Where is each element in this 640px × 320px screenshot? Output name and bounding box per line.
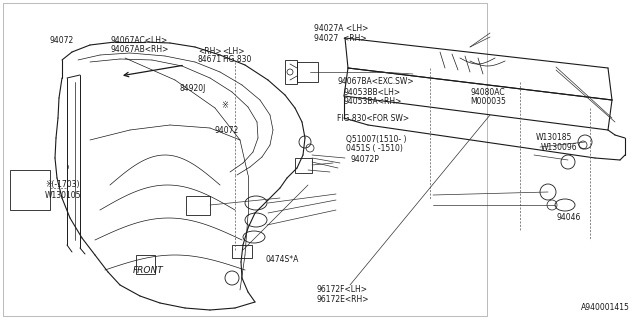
Text: 94067AB<RH>: 94067AB<RH> [110,45,168,54]
Text: ※(-1703): ※(-1703) [45,180,79,189]
Text: W130185: W130185 [536,133,572,142]
Text: 0474S*A: 0474S*A [266,255,299,264]
Text: 94053BB<LH>: 94053BB<LH> [344,88,401,97]
Text: W130105: W130105 [45,191,81,200]
Text: <LH>: <LH> [223,47,245,56]
Text: Q51007(1510- ): Q51007(1510- ) [346,135,406,144]
Text: FRONT: FRONT [133,266,164,275]
Text: 0451S ( -1510): 0451S ( -1510) [346,144,403,153]
Text: 94080AC: 94080AC [470,88,505,97]
Text: 94053BA<RH>: 94053BA<RH> [344,97,402,106]
Text: 94067BA<EXC.SW>: 94067BA<EXC.SW> [337,77,414,86]
Text: 94046: 94046 [557,213,581,222]
Text: 94072P: 94072P [351,155,380,164]
Text: ※: ※ [221,100,228,109]
Text: 94027  <RH>: 94027 <RH> [314,34,366,43]
Text: 94027A <LH>: 94027A <LH> [314,24,368,33]
Text: 84671: 84671 [197,55,221,64]
Text: 96172E<RH>: 96172E<RH> [317,295,369,304]
Text: 94072: 94072 [50,36,74,45]
Text: FIG.830<FOR SW>: FIG.830<FOR SW> [337,114,410,123]
Text: FIG.830: FIG.830 [223,55,252,64]
Text: M000035: M000035 [470,97,506,106]
Text: 96172F<LH>: 96172F<LH> [317,285,368,294]
Text: 94067AC<LH>: 94067AC<LH> [110,36,167,45]
Text: 94072: 94072 [214,126,239,135]
Text: W130096: W130096 [541,143,577,152]
Text: <RH>: <RH> [198,47,222,56]
Text: A940001415: A940001415 [581,303,630,312]
Text: 84920J: 84920J [179,84,205,93]
